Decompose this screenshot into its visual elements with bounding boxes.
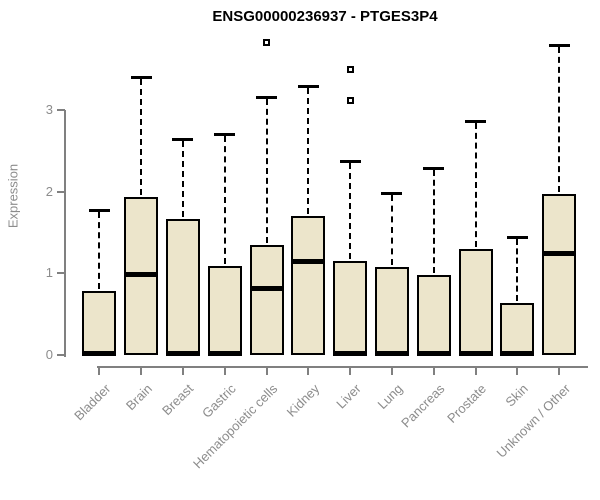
y-tick-label: 0	[45, 347, 53, 362]
x-category-label: Pancreas	[397, 381, 448, 431]
median-line	[207, 350, 242, 356]
x-category-label: Unknown / Other	[493, 381, 573, 461]
x-category-label: Bladder	[70, 381, 113, 424]
median-line	[165, 350, 200, 356]
whisker-cap	[297, 85, 319, 89]
x-category-label: Prostate	[444, 381, 490, 426]
whisker	[307, 88, 310, 215]
whisker	[223, 136, 226, 264]
whisker-cap	[339, 160, 361, 164]
whisker-cap	[88, 209, 110, 213]
median-line	[500, 350, 535, 356]
median-line	[374, 350, 409, 356]
box	[291, 216, 326, 355]
median-line	[291, 258, 326, 264]
median-line	[249, 286, 284, 292]
whisker-cap	[381, 192, 403, 196]
whisker	[181, 141, 184, 218]
whisker-cap	[256, 95, 277, 99]
outlier-point	[346, 65, 354, 73]
whisker	[390, 195, 393, 265]
x-category-label: Breast	[159, 381, 197, 419]
whisker	[265, 98, 268, 243]
y-tick-label: 3	[45, 101, 53, 117]
x-tick	[307, 368, 310, 375]
outlier-point	[263, 38, 270, 46]
x-tick	[181, 368, 184, 375]
y-tick	[57, 354, 65, 356]
whisker-cap	[130, 76, 152, 80]
whisker	[349, 163, 352, 260]
x-tick	[432, 368, 435, 375]
median-line	[124, 272, 159, 278]
x-tick	[349, 368, 352, 375]
x-category-label: Brain	[122, 381, 155, 414]
median-line	[542, 251, 577, 257]
x-category-label: Gastric	[198, 381, 239, 421]
y-tick	[57, 108, 65, 111]
whisker-cap	[465, 120, 486, 124]
median-line	[416, 350, 451, 356]
box	[333, 261, 368, 355]
whisker	[140, 79, 143, 195]
whisker	[516, 238, 519, 301]
x-tick	[390, 368, 393, 375]
whisker	[98, 212, 101, 290]
x-tick	[558, 368, 561, 375]
y-tick-label: 2	[45, 183, 53, 199]
x-tick	[516, 368, 519, 375]
x-tick	[98, 368, 101, 375]
whisker-cap	[172, 138, 194, 142]
whisker	[474, 123, 477, 247]
median-line	[82, 350, 117, 356]
whisker-cap	[548, 44, 570, 48]
y-axis-line	[64, 109, 66, 357]
median-line	[333, 350, 368, 356]
x-category-label: Liver	[333, 381, 364, 412]
box	[500, 302, 535, 355]
y-tick	[57, 272, 65, 275]
box	[82, 291, 117, 355]
x-axis-line	[97, 366, 588, 368]
box	[165, 219, 200, 355]
box	[542, 194, 577, 355]
x-tick	[474, 368, 477, 375]
x-category-label: Kidney	[283, 381, 322, 420]
whisker-cap	[214, 133, 236, 137]
whisker-cap	[506, 235, 528, 239]
box	[416, 274, 451, 355]
box	[249, 244, 284, 355]
y-axis-label: Expression	[5, 163, 21, 229]
x-category-label: Skin	[502, 381, 531, 410]
box	[374, 266, 409, 355]
box	[207, 265, 242, 355]
x-tick	[223, 368, 226, 375]
median-line	[458, 350, 493, 356]
whisker-cap	[423, 166, 445, 170]
y-tick	[57, 190, 65, 193]
x-category-label: Lung	[374, 381, 406, 413]
whisker	[558, 47, 561, 193]
outlier-point	[346, 96, 354, 104]
x-tick	[140, 368, 143, 375]
chart-title: ENSG00000236937 - PTGES3P4	[212, 8, 438, 25]
x-tick	[265, 368, 268, 375]
whisker	[432, 169, 435, 273]
box	[458, 248, 493, 355]
y-tick-label: 1	[45, 265, 53, 281]
